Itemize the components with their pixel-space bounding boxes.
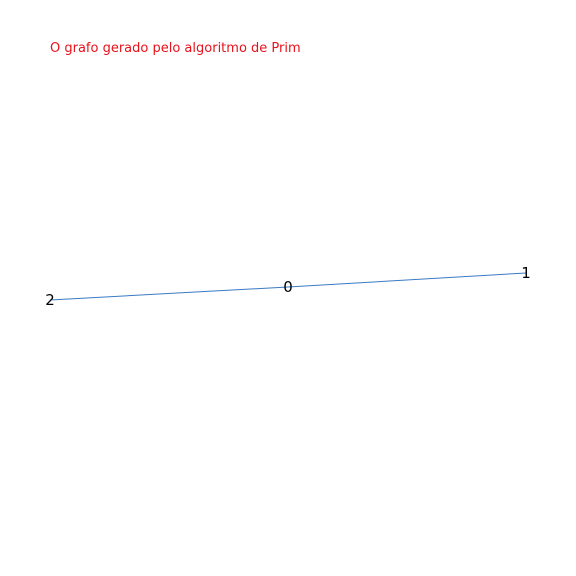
edge-0-1 — [287, 272, 527, 288]
node-label-0: 0 — [283, 278, 293, 296]
node-label-2: 2 — [45, 291, 55, 309]
edge-2-0 — [49, 286, 289, 301]
edges — [49, 272, 527, 301]
node-label-1: 1 — [521, 264, 531, 282]
node-labels: 0 1 2 — [45, 264, 531, 309]
caption: O grafo gerado pelo algoritmo de Prim — [50, 41, 301, 56]
